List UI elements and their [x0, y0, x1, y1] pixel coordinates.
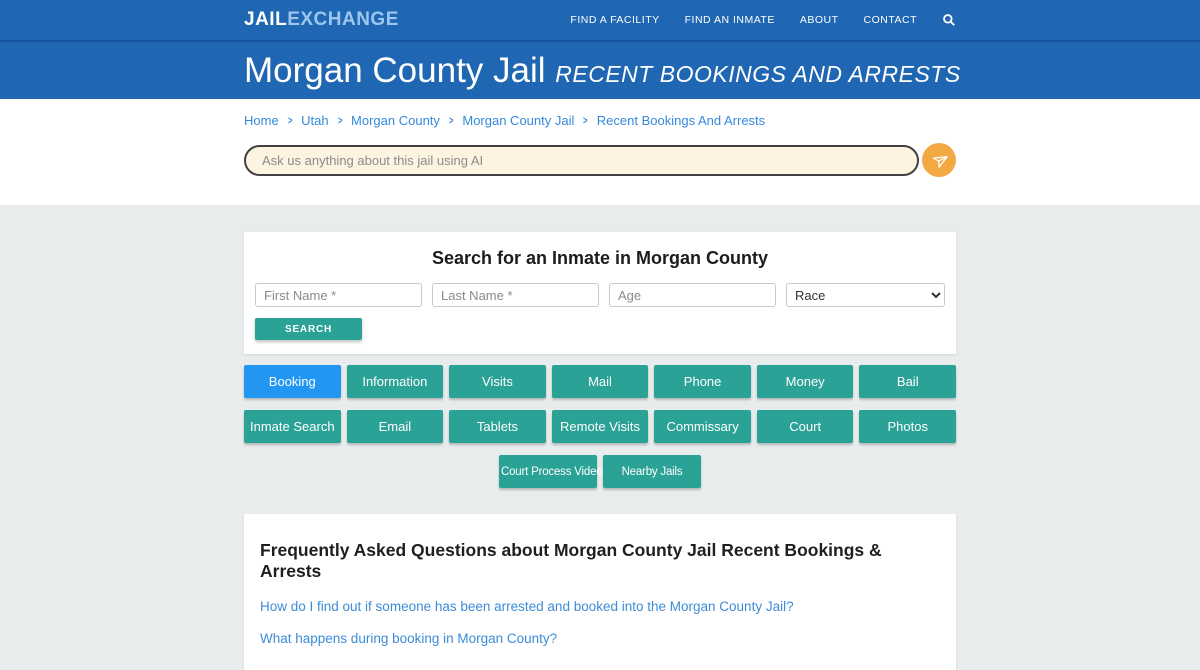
search-button[interactable]: SEARCH: [255, 318, 362, 340]
quick-link-commissary[interactable]: Commissary: [654, 410, 751, 443]
ai-search-bar: [244, 143, 956, 177]
age-field[interactable]: [609, 283, 776, 307]
nav-link-contact[interactable]: CONTACT: [863, 14, 917, 26]
title-band: Morgan County Jail RECENT BOOKINGS AND A…: [0, 42, 1200, 99]
faq-title: Frequently Asked Questions about Morgan …: [260, 540, 882, 581]
nav-link-find-a-facility[interactable]: FIND A FACILITY: [570, 14, 660, 26]
quick-link-remote-visits[interactable]: Remote Visits: [551, 410, 649, 443]
ai-question-input[interactable]: [244, 144, 919, 176]
nav-link-about[interactable]: ABOUT: [799, 14, 839, 26]
logo-part-exchange: EXCHANGE: [287, 9, 399, 30]
quick-link-information[interactable]: Information: [346, 365, 444, 398]
chevron-right-icon: >: [287, 114, 293, 127]
race-select[interactable]: Race: [786, 283, 945, 307]
quick-link-inmate-search[interactable]: Inmate Search: [244, 410, 341, 443]
quick-link-booking[interactable]: Booking: [244, 365, 341, 398]
quick-link-court[interactable]: Court: [756, 410, 854, 443]
quick-link-mail[interactable]: Mail: [551, 365, 649, 398]
quick-links-row-2: Inmate Search Email Tablets Remote Visit…: [244, 410, 957, 443]
chevron-right-icon: >: [337, 114, 343, 127]
chevron-right-icon: >: [448, 114, 454, 127]
quick-link-bail[interactable]: Bail: [859, 365, 957, 398]
faq-question-booking-process[interactable]: What happens during booking in Morgan Co…: [260, 631, 558, 646]
breadcrumb-morgan-county-jail[interactable]: Morgan County Jail: [462, 113, 575, 128]
quick-links-row-3: Court Process Video Nearby Jails: [244, 455, 956, 488]
page-title-subtitle: RECENT BOOKINGS AND ARRESTS: [555, 60, 961, 87]
jailexchange-logo[interactable]: JAILEXCHANGE: [244, 9, 399, 31]
quick-links-row-1: Booking Information Visits Mail Phone Mo…: [244, 365, 957, 398]
last-name-field[interactable]: [432, 283, 599, 307]
logo-part-jail: JAIL: [244, 9, 288, 30]
breadcrumb-morgan-county[interactable]: Morgan County: [351, 113, 440, 128]
chevron-right-icon: >: [583, 114, 588, 127]
nav-link-find-an-inmate[interactable]: FIND AN INMATE: [684, 14, 775, 26]
search-icon[interactable]: [942, 13, 956, 27]
faq-card: Frequently Asked Questions about Morgan …: [244, 514, 956, 670]
quick-link-court-process-video[interactable]: Court Process Video: [499, 455, 603, 488]
breadcrumb-home[interactable]: Home: [244, 113, 279, 128]
quick-link-photos[interactable]: Photos: [859, 410, 957, 443]
quick-link-money[interactable]: Money: [756, 365, 854, 398]
nav-links: FIND A FACILITY FIND AN INMATE ABOUT CON…: [570, 13, 956, 27]
breadcrumb-utah[interactable]: Utah: [301, 113, 329, 128]
breadcrumb: Home > Utah > Morgan County > Morgan Cou…: [244, 99, 956, 128]
ai-send-button[interactable]: [922, 143, 956, 177]
first-name-field[interactable]: [255, 283, 422, 307]
breadcrumb-current-page[interactable]: Recent Bookings And Arrests: [596, 113, 766, 128]
inmate-search-title: Search for an Inmate in Morgan County: [431, 248, 769, 268]
quick-link-phone[interactable]: Phone: [654, 365, 751, 398]
paper-plane-icon: [931, 152, 948, 169]
breadcrumb-ai-strip: Home > Utah > Morgan County > Morgan Cou…: [0, 99, 1200, 205]
inmate-search-form: Race: [255, 283, 945, 307]
quick-link-tablets[interactable]: Tablets: [449, 410, 546, 443]
quick-link-email[interactable]: Email: [346, 410, 444, 443]
top-navbar: JAILEXCHANGE FIND A FACILITY FIND AN INM…: [0, 0, 1200, 42]
faq-question-arrested-booked[interactable]: How do I find out if someone has been ar…: [260, 599, 794, 614]
quick-link-visits[interactable]: Visits: [449, 365, 546, 398]
quick-links-grid: Booking Information Visits Mail Phone Mo…: [244, 365, 957, 488]
page-title-main: Morgan County Jail: [244, 50, 546, 90]
inmate-search-card: Search for an Inmate in Morgan County Ra…: [244, 232, 956, 354]
page-title: Morgan County Jail RECENT BOOKINGS AND A…: [244, 50, 960, 91]
quick-link-nearby-jails[interactable]: Nearby Jails: [603, 455, 701, 488]
